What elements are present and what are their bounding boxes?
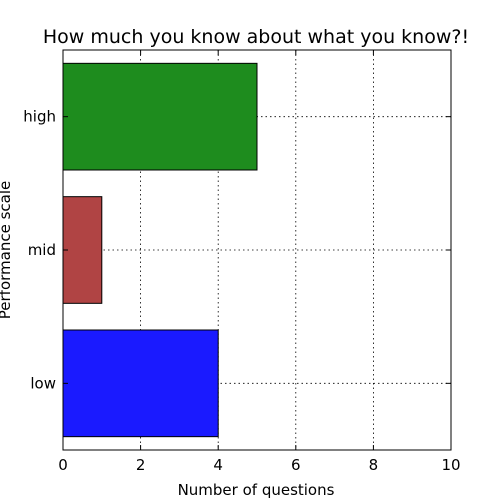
y-tick-label-high: high <box>23 108 56 126</box>
bar-mid <box>63 197 102 304</box>
chart-title: How much you know about what you know?! <box>43 26 469 48</box>
bar-low <box>63 330 218 437</box>
bars <box>63 63 257 436</box>
x-tick-label: 8 <box>369 456 379 474</box>
y-tick-label-mid: mid <box>28 241 56 259</box>
x-axis-label: Number of questions <box>178 481 335 499</box>
x-tick-label: 10 <box>441 456 460 474</box>
x-tick-label: 2 <box>136 456 146 474</box>
x-tick-label: 0 <box>58 456 68 474</box>
y-axis-label: Performance scale <box>0 181 14 319</box>
bar-high <box>63 63 257 170</box>
x-tick-label: 4 <box>213 456 223 474</box>
x-tick-label: 6 <box>291 456 301 474</box>
y-tick-label-low: low <box>30 374 56 392</box>
